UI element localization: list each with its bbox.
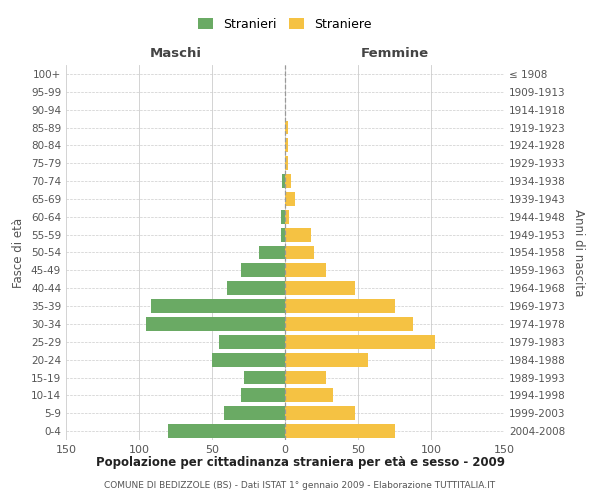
- Bar: [285, 120, 288, 134]
- Bar: [168, 424, 285, 438]
- Bar: [281, 210, 285, 224]
- Bar: [285, 228, 311, 241]
- Bar: [285, 406, 355, 420]
- Bar: [151, 299, 285, 313]
- Bar: [285, 424, 395, 438]
- Bar: [259, 246, 285, 260]
- Bar: [241, 388, 285, 402]
- Bar: [285, 210, 289, 224]
- Bar: [285, 370, 326, 384]
- Bar: [244, 370, 285, 384]
- Bar: [285, 192, 295, 206]
- Bar: [285, 352, 368, 366]
- Text: Femmine: Femmine: [361, 46, 428, 60]
- Bar: [285, 335, 436, 349]
- Bar: [285, 174, 291, 188]
- Text: COMUNE DI BEDIZZOLE (BS) - Dati ISTAT 1° gennaio 2009 - Elaborazione TUTTITALIA.: COMUNE DI BEDIZZOLE (BS) - Dati ISTAT 1°…: [104, 482, 496, 490]
- Bar: [285, 264, 326, 278]
- Bar: [224, 406, 285, 420]
- Bar: [285, 299, 395, 313]
- Bar: [285, 281, 355, 295]
- Bar: [220, 335, 285, 349]
- Bar: [285, 138, 288, 152]
- Y-axis label: Anni di nascita: Anni di nascita: [572, 209, 585, 296]
- Bar: [282, 174, 285, 188]
- Y-axis label: Fasce di età: Fasce di età: [13, 218, 25, 288]
- Bar: [285, 388, 333, 402]
- Bar: [281, 228, 285, 241]
- Legend: Stranieri, Straniere: Stranieri, Straniere: [193, 12, 377, 36]
- Text: Popolazione per cittadinanza straniera per età e sesso - 2009: Popolazione per cittadinanza straniera p…: [95, 456, 505, 469]
- Bar: [285, 156, 288, 170]
- Bar: [227, 281, 285, 295]
- Bar: [212, 352, 285, 366]
- Text: Maschi: Maschi: [149, 46, 202, 60]
- Bar: [146, 317, 285, 331]
- Bar: [241, 264, 285, 278]
- Bar: [285, 317, 413, 331]
- Bar: [285, 246, 314, 260]
